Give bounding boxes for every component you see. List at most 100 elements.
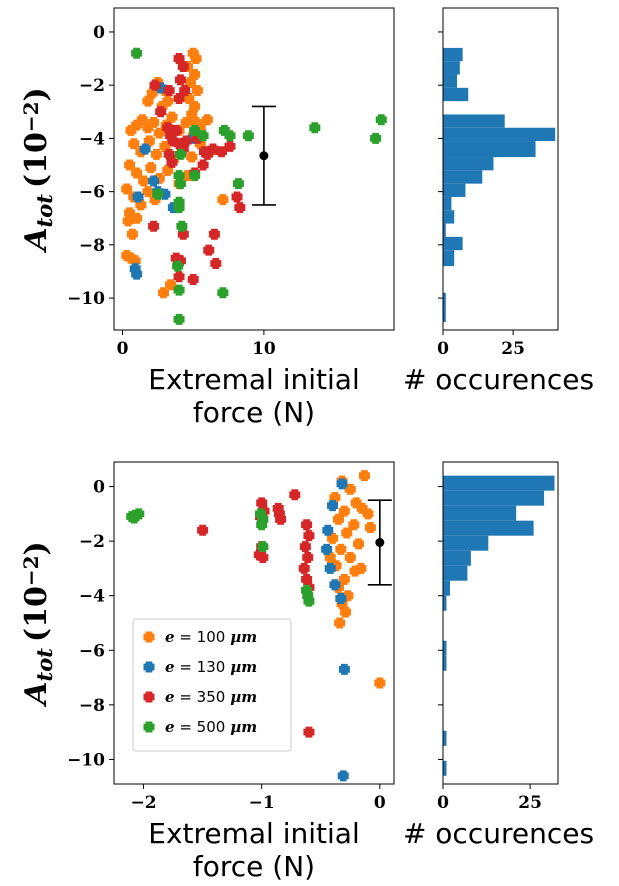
- x-tick-label: 25: [518, 793, 542, 813]
- histogram-bar: [443, 595, 447, 611]
- errorbar-mean-marker: [259, 151, 269, 161]
- legend-equals: =: [175, 658, 197, 676]
- data-point: [370, 132, 382, 144]
- data-point: [148, 175, 160, 187]
- bottom-histogram-panel: 0 25 # occurences: [403, 461, 594, 850]
- data-point: [355, 562, 367, 574]
- histogram-bar: [443, 170, 483, 184]
- data-point: [172, 260, 184, 272]
- y-tick-label: −10: [67, 289, 105, 309]
- histogram-bar: [443, 47, 463, 62]
- y-tick-label: −10: [67, 750, 105, 770]
- histogram-bar: [443, 535, 489, 551]
- data-point: [122, 215, 134, 227]
- data-point: [190, 53, 202, 65]
- x-tick-label: 10: [252, 339, 276, 359]
- data-point: [121, 183, 133, 195]
- y-tick-label: −2: [79, 76, 105, 96]
- data-point: [344, 552, 356, 564]
- data-point: [289, 489, 301, 501]
- data-point: [197, 524, 209, 536]
- data-point: [341, 527, 353, 539]
- data-point: [131, 167, 143, 179]
- histogram-bar: [443, 74, 458, 88]
- data-point: [150, 148, 162, 160]
- legend-entry: e = 130 µm: [165, 658, 257, 676]
- data-point: [124, 159, 136, 171]
- data-point: [142, 95, 154, 107]
- histogram-bar: [443, 655, 447, 671]
- histogram-bar: [443, 127, 556, 142]
- series-3-points: [126, 508, 315, 607]
- histogram-bar: [443, 550, 471, 566]
- x-tick-label: 0: [437, 793, 449, 813]
- data-point: [321, 543, 333, 555]
- data-point: [358, 470, 370, 482]
- data-point: [191, 84, 203, 96]
- data-point: [332, 513, 344, 525]
- data-point: [362, 508, 374, 520]
- y-axis-label: Atot (10−2): [19, 541, 57, 708]
- x-axis-label-line-2: force (N): [193, 850, 315, 883]
- data-point: [189, 124, 201, 136]
- data-point: [322, 524, 334, 536]
- histogram-bar: [443, 141, 536, 158]
- data-point: [340, 606, 352, 618]
- data-point: [309, 122, 321, 134]
- data-point: [155, 106, 167, 118]
- data-point: [166, 111, 178, 123]
- histogram-bar: [443, 520, 534, 536]
- data-point: [207, 143, 219, 155]
- data-point: [215, 146, 227, 158]
- errorbar-mean-marker: [375, 538, 385, 547]
- y-tick-label: −6: [79, 183, 105, 203]
- top-histogram-panel: 0 25 # occurences: [403, 7, 594, 396]
- data-point: [166, 156, 178, 168]
- data-point: [148, 116, 160, 128]
- x-tick-label: 25: [501, 339, 525, 359]
- legend-value: 500: [197, 718, 226, 736]
- histogram-bar: [443, 223, 446, 237]
- data-point: [165, 279, 177, 291]
- legend-symbol: e: [165, 688, 175, 706]
- series-1-points: [321, 478, 350, 782]
- data-point: [335, 543, 347, 555]
- y-axis-label-part: (10: [19, 132, 54, 188]
- data-point: [139, 143, 151, 155]
- y-axis-label-part: A: [19, 227, 54, 253]
- data-point: [301, 519, 313, 531]
- axes-frame: [113, 7, 395, 331]
- legend-unit: m: [241, 658, 257, 676]
- data-point: [242, 130, 254, 142]
- y-axis-label-part: ): [19, 541, 54, 555]
- histogram-bar: [443, 306, 446, 323]
- x-tick-label: −2: [130, 793, 156, 813]
- data-point: [334, 617, 346, 629]
- x-tick-label: 0: [117, 339, 129, 359]
- data-point: [138, 175, 150, 187]
- data-point: [128, 512, 140, 524]
- y-tick-label: −4: [79, 587, 105, 607]
- legend-marker: [143, 691, 155, 703]
- data-point: [303, 726, 315, 738]
- y-axis-label-part: ): [19, 87, 54, 101]
- data-point: [153, 127, 165, 139]
- x-axis-label: # occurences: [403, 363, 594, 396]
- data-point: [173, 92, 185, 104]
- axes-frame: [113, 461, 395, 785]
- histogram-bar: [443, 490, 545, 506]
- y-tick-label: −2: [79, 532, 105, 552]
- data-point: [131, 212, 143, 224]
- histogram-bar: [443, 196, 452, 211]
- y-tick-label: −8: [79, 236, 105, 256]
- data-point: [298, 562, 310, 574]
- legend-entry: e = 350 µm: [165, 688, 257, 706]
- data-point: [163, 84, 175, 96]
- data-point: [348, 519, 360, 531]
- x-axis-label: # occurences: [403, 817, 594, 850]
- data-point: [327, 500, 339, 512]
- data-point: [126, 228, 138, 240]
- x-tick-label: 0: [374, 793, 386, 813]
- data-point: [217, 287, 229, 299]
- y-tick-label: −4: [79, 129, 105, 149]
